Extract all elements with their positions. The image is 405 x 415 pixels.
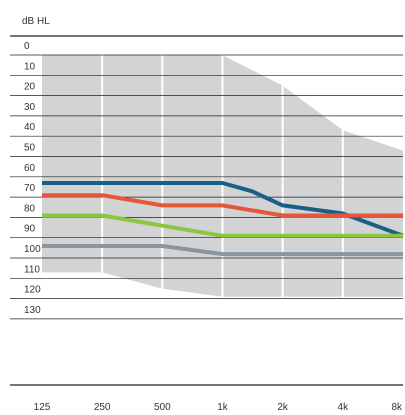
y-tick-label: 70: [24, 183, 36, 194]
y-tick-label: 80: [24, 203, 36, 214]
x-tick-label: 250: [94, 402, 111, 413]
y-axis-title: dB HL: [22, 16, 50, 27]
y-tick-label: 110: [24, 264, 40, 275]
y-tick-label: 50: [24, 143, 36, 154]
y-tick-label: 90: [24, 224, 36, 235]
series-line: [42, 244, 403, 257]
series-line: [42, 193, 403, 218]
x-tick-labels: 125 250 500 1k 2k 4k 8k: [34, 402, 403, 413]
y-tick-label: 100: [24, 244, 41, 255]
y-tick-label: 120: [24, 285, 41, 296]
y-tick-labels: 0 10 20 30 40 50 60 70 80 90 100 110 120 130: [24, 41, 41, 316]
y-tick-label: 10: [24, 61, 36, 72]
series-line: [42, 213, 403, 238]
x-tick-label: 1k: [217, 402, 229, 413]
y-tick-label: 20: [24, 82, 36, 93]
series-lines: [42, 181, 404, 257]
x-tick-label: 2k: [277, 402, 289, 413]
y-tick-label: 60: [24, 163, 36, 174]
x-tick-label: 8k: [391, 402, 403, 413]
x-tick-label: 500: [154, 402, 171, 413]
x-tick-label: 4k: [338, 402, 350, 413]
y-tick-label: 0: [24, 41, 30, 52]
series-line: [42, 181, 404, 238]
y-tick-label: 30: [24, 102, 36, 113]
x-tick-label: 125: [34, 402, 51, 413]
y-tick-label: 130: [24, 305, 41, 316]
y-tick-label: 40: [24, 122, 36, 133]
